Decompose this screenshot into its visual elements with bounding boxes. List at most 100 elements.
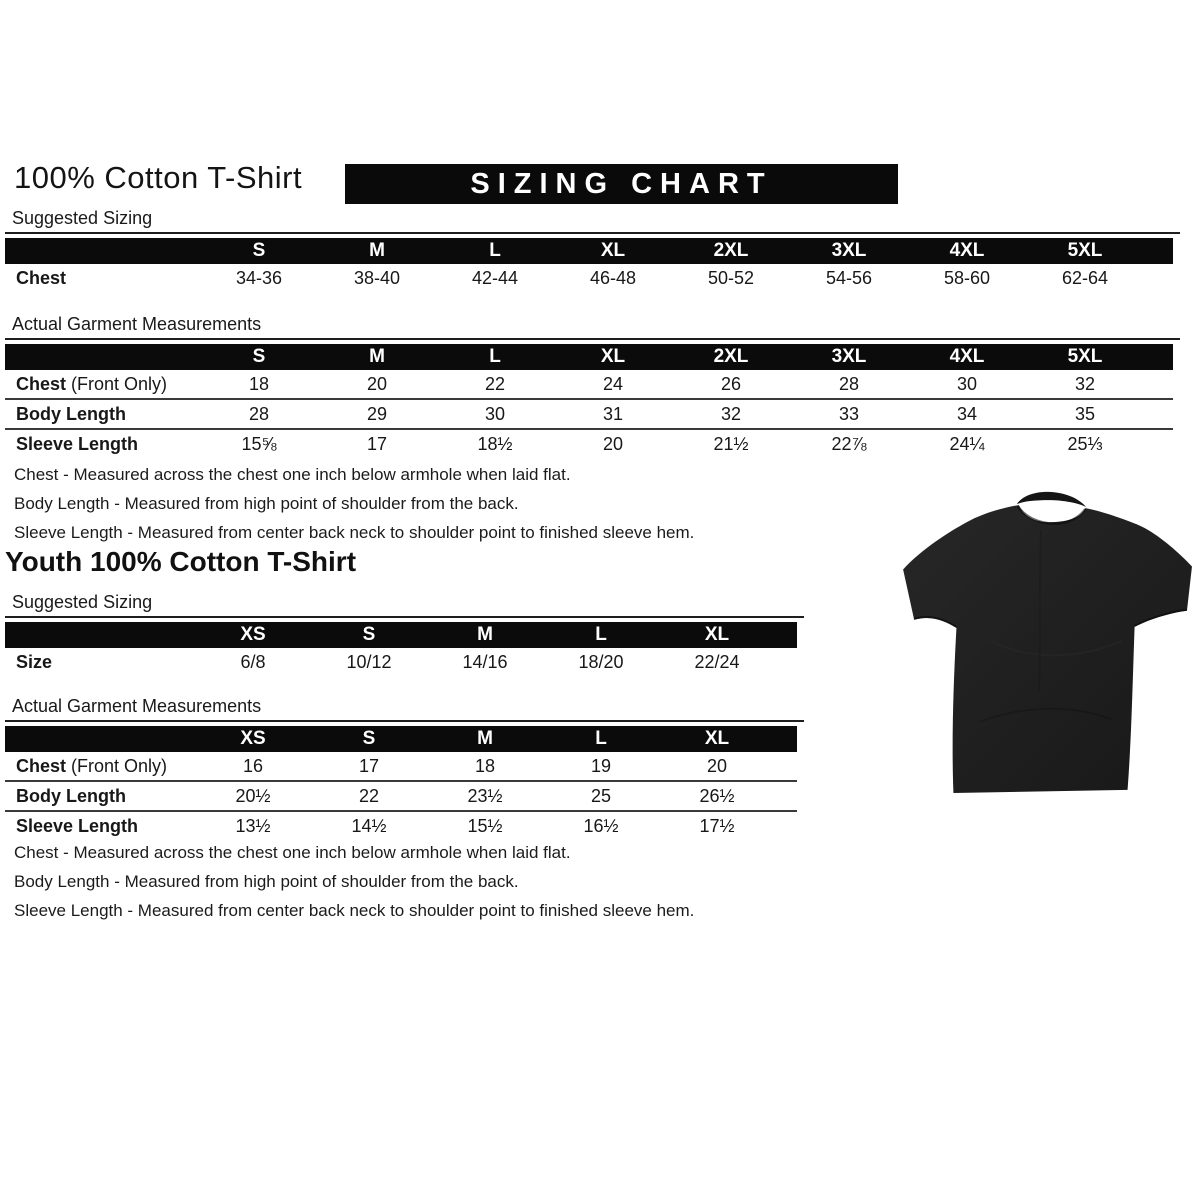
table-cell: 28 bbox=[838, 373, 860, 394]
cell-spacer bbox=[1144, 370, 1173, 399]
youth-suggested-sizing-label: Suggested Sizing bbox=[5, 592, 804, 618]
table-row: Size 6/8 10/12 14/16 18/20 22/24 bbox=[5, 648, 797, 676]
table-cell: 34 bbox=[908, 398, 1026, 429]
table-cell: 17 bbox=[318, 428, 436, 458]
table-header-row: XS S M L XL bbox=[5, 726, 797, 752]
table-cell: 46-48 bbox=[589, 267, 637, 288]
cell-spacer bbox=[775, 752, 797, 781]
cell-spacer bbox=[775, 810, 797, 840]
youth-actual-measurements-table: XS S M L XL Chest (Front Only) 16 17 18 19 20 Body … bbox=[5, 726, 797, 840]
table-cell: 33 bbox=[790, 398, 908, 429]
row-label: Body Length bbox=[5, 780, 195, 811]
table-cell: 35 bbox=[1026, 398, 1144, 429]
table-cell: 28 bbox=[200, 398, 318, 429]
table-cell: 18 bbox=[248, 373, 270, 394]
table-row: Chest 34-36 38-40 42-44 46-48 50-52 54-56 58-60… bbox=[5, 264, 1173, 292]
youth-suggested-sizing-section: Suggested Sizing XS S M L XL Size 6/8 10/12 14/1… bbox=[5, 592, 804, 676]
adult-actual-measurements-section: Actual Garment Measurements S M L XL 2XL 3XL 4… bbox=[5, 314, 1180, 458]
adult-suggested-sizing-section: Suggested Sizing S M L XL 2XL 3XL 4XL 5XL Chest 3… bbox=[5, 208, 1180, 292]
size-column-header: L bbox=[436, 344, 554, 370]
note-line: Sleeve Length - Measured from center bac… bbox=[14, 901, 695, 920]
size-column-header: 2XL bbox=[672, 344, 790, 370]
table-cell: 58-60 bbox=[943, 267, 991, 288]
table-row: Sleeve Length 15⅝ 17 18½ 20 21½ 22⅞ 24¼ 25⅓ bbox=[5, 428, 1173, 458]
table-cell: 19 bbox=[590, 755, 612, 776]
row-label: Chest (Front Only) bbox=[16, 755, 168, 776]
table-cell: 17 bbox=[358, 755, 380, 776]
cell-spacer bbox=[1144, 264, 1173, 292]
table-cell: 20 bbox=[706, 755, 728, 776]
table-cell: 24¼ bbox=[908, 428, 1026, 458]
table-header-row: S M L XL 2XL 3XL 4XL 5XL bbox=[5, 238, 1173, 264]
table-cell: 25 bbox=[543, 780, 659, 811]
size-column-header: XL bbox=[659, 726, 775, 752]
size-column-header: 5XL bbox=[1026, 344, 1144, 370]
size-column-header: 3XL bbox=[790, 344, 908, 370]
table-cell: 16 bbox=[242, 755, 264, 776]
size-column-header: XS bbox=[195, 726, 311, 752]
row-label: Sleeve Length bbox=[5, 810, 195, 840]
table-cell: 30 bbox=[956, 373, 978, 394]
size-column-header: S bbox=[200, 344, 318, 370]
table-cell: 15⅝ bbox=[200, 428, 318, 458]
size-column-header: 5XL bbox=[1026, 238, 1144, 264]
table-cell: 22 bbox=[484, 373, 506, 394]
table-cell: 14½ bbox=[311, 810, 427, 840]
actual-measurements-label: Actual Garment Measurements bbox=[5, 314, 1180, 340]
table-cell: 54-56 bbox=[825, 267, 873, 288]
size-column-header: XL bbox=[554, 344, 672, 370]
header-spacer bbox=[5, 622, 195, 648]
table-header-row: XS S M L XL bbox=[5, 622, 797, 648]
row-label: Chest bbox=[16, 267, 67, 288]
table-row: Body Length 28 29 30 31 32 33 34 35 bbox=[5, 398, 1173, 429]
size-column-header: 3XL bbox=[790, 238, 908, 264]
table-cell: 32 bbox=[672, 398, 790, 429]
adult-suggested-sizing-table: S M L XL 2XL 3XL 4XL 5XL Chest 34-36 38-40 42-44 46-… bbox=[5, 238, 1173, 292]
header-spacer bbox=[775, 726, 797, 752]
table-cell: 34-36 bbox=[235, 267, 283, 288]
size-column-header: L bbox=[436, 238, 554, 264]
table-cell: 50-52 bbox=[707, 267, 755, 288]
header-spacer bbox=[5, 238, 200, 264]
tshirt-image bbox=[888, 490, 1194, 805]
adult-title: 100% Cotton T-Shirt bbox=[14, 160, 303, 195]
note-line: Chest - Measured across the chest one in… bbox=[14, 843, 571, 862]
size-column-header: L bbox=[543, 726, 659, 752]
table-cell: 23½ bbox=[427, 780, 543, 811]
table-cell: 18½ bbox=[436, 428, 554, 458]
table-cell: 18 bbox=[474, 755, 496, 776]
table-cell: 14/16 bbox=[462, 651, 508, 672]
row-label: Chest (Front Only) bbox=[16, 373, 168, 394]
size-column-header: XL bbox=[554, 238, 672, 264]
youth-actual-measurements-section: Actual Garment Measurements XS S M L XL Chest… bbox=[5, 696, 804, 840]
table-cell: 20 bbox=[366, 373, 388, 394]
sizing-chart-banner: SIZING CHART bbox=[345, 164, 898, 204]
size-column-header: 4XL bbox=[908, 344, 1026, 370]
size-column-header: M bbox=[427, 726, 543, 752]
table-cell: 21½ bbox=[672, 428, 790, 458]
table-cell: 26 bbox=[720, 373, 742, 394]
table-header-row: S M L XL 2XL 3XL 4XL 5XL bbox=[5, 344, 1173, 370]
table-cell: 62-64 bbox=[1061, 267, 1109, 288]
table-cell: 24 bbox=[602, 373, 624, 394]
size-column-header: M bbox=[318, 344, 436, 370]
size-column-header: XS bbox=[195, 622, 311, 648]
size-column-header: S bbox=[311, 726, 427, 752]
table-cell: 32 bbox=[1074, 373, 1096, 394]
suggested-sizing-label: Suggested Sizing bbox=[5, 208, 1180, 234]
table-cell: 29 bbox=[318, 398, 436, 429]
size-column-header: M bbox=[318, 238, 436, 264]
size-column-header: S bbox=[311, 622, 427, 648]
header-spacer bbox=[1144, 344, 1173, 370]
size-column-header: M bbox=[427, 622, 543, 648]
size-column-header: L bbox=[543, 622, 659, 648]
youth-title: Youth 100% Cotton T-Shirt bbox=[5, 546, 357, 577]
table-cell: 20½ bbox=[195, 780, 311, 811]
note-line: Sleeve Length - Measured from center bac… bbox=[14, 523, 695, 542]
adult-actual-measurements-table: S M L XL 2XL 3XL 4XL 5XL Chest (Front Only) 18 20 2… bbox=[5, 344, 1173, 458]
row-label: Body Length bbox=[5, 398, 200, 429]
table-cell: 13½ bbox=[195, 810, 311, 840]
youth-measurement-notes: Chest - Measured across the chest one in… bbox=[14, 838, 694, 925]
tshirt-body bbox=[903, 505, 1192, 793]
cell-spacer bbox=[775, 780, 797, 811]
